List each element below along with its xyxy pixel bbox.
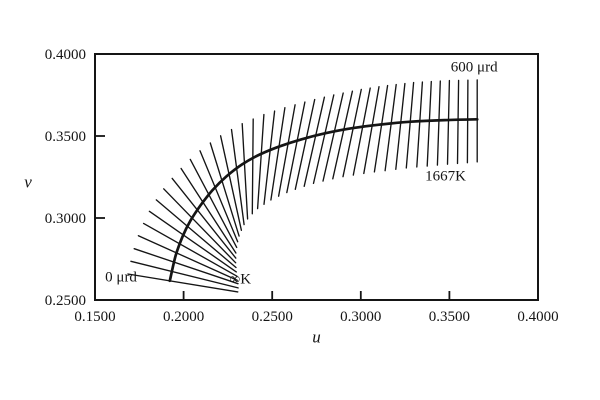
isotherm-line: [416, 81, 424, 168]
isotherm-line: [241, 123, 249, 220]
annotation-600-mired: 600 μrd: [450, 59, 498, 76]
y-tick-label: 0.2500: [45, 293, 86, 309]
isotherm-line: [332, 90, 354, 180]
isotherm-line: [277, 104, 296, 197]
annotation-1667k: 1667K: [425, 168, 466, 185]
isotherm-line: [426, 80, 432, 167]
isotherm-line: [312, 94, 335, 185]
isotherm-line: [155, 199, 237, 269]
isotherm-line: [384, 83, 397, 172]
y-tick-label: 0.3500: [45, 129, 86, 145]
isotherm-line: [322, 92, 344, 182]
y-tick-label: 0.3000: [45, 211, 86, 227]
x-tick-label: 0.3500: [429, 309, 470, 325]
isotherm-line: [230, 128, 245, 226]
planckian-locus-curve: [168, 117, 479, 283]
x-tick-label: 0.1500: [74, 309, 115, 325]
annotation-infinity-k: ∞K: [229, 271, 252, 288]
x-tick-label: 0.3000: [340, 309, 381, 325]
annotation-0-mired: 0 μrd: [105, 269, 137, 286]
isotherm-line: [148, 210, 237, 273]
isotherm-line: [352, 87, 371, 176]
isotherm-line: [133, 248, 239, 285]
isotherm-line: [270, 107, 286, 201]
isotherm-line: [142, 222, 238, 277]
isotherm-line: [199, 150, 239, 243]
isotherm-line: [256, 113, 265, 210]
isotherm-line: [189, 158, 238, 249]
isotherm-line: [405, 81, 415, 169]
isotherm-line: [303, 96, 326, 187]
x-tick-label: 0.2000: [163, 309, 204, 325]
y-tick-label: 0.4000: [45, 47, 86, 63]
isotherm-line: [180, 167, 237, 254]
isotherm-line: [137, 235, 238, 281]
isotherm-line: [466, 79, 469, 164]
isotherm-line: [363, 86, 380, 175]
x-axis-title: u: [312, 327, 321, 347]
isotherm-line: [251, 118, 254, 215]
plot-frame: [94, 53, 539, 301]
isotherm-line: [171, 177, 237, 259]
isotherm-line: [436, 80, 441, 166]
isotherm-line: [395, 82, 406, 170]
isotherm-line: [163, 188, 237, 264]
isotherm-line: [456, 79, 460, 165]
isotherm-line: [294, 98, 316, 190]
y-axis-title: v: [24, 172, 32, 192]
x-tick-label: 0.4000: [517, 309, 558, 325]
isotherm-line: [130, 260, 239, 289]
isotherm-line: [446, 79, 451, 165]
isotherm-line: [127, 273, 239, 293]
x-tick-label: 0.2500: [252, 309, 293, 325]
isotherm-line: [219, 135, 243, 231]
isotherm-line: [286, 101, 306, 194]
isotherm-line: [209, 142, 240, 237]
isotherm-line: [373, 84, 389, 173]
isotherm-line: [342, 88, 362, 178]
isotherm-line: [263, 110, 276, 205]
